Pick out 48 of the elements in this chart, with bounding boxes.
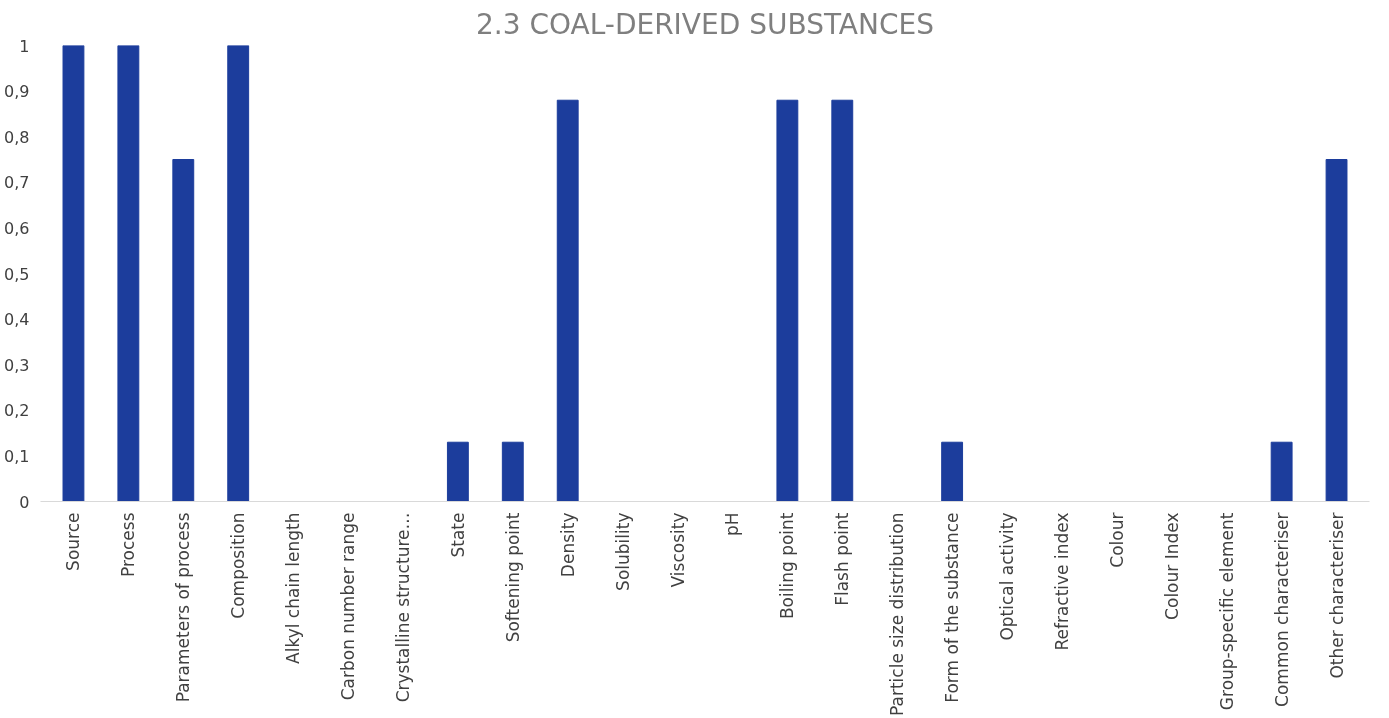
x-tick-label: Common characteriser <box>1271 512 1292 707</box>
y-tick-label: 0,1 <box>4 446 30 466</box>
x-tick-label: Process <box>118 512 139 577</box>
x-tick-label: Particle size distribution <box>887 512 908 716</box>
y-tick-label: 0,6 <box>4 218 30 238</box>
y-tick-label: 0,2 <box>4 401 30 421</box>
x-tick-label: Crystalline structure… <box>392 512 413 703</box>
bar <box>1270 441 1293 502</box>
x-tick-label: Alkyl chain length <box>283 512 304 664</box>
bar <box>501 441 524 502</box>
x-tick-label: Parameters of process <box>173 512 194 703</box>
x-tick-label: Composition <box>228 512 249 619</box>
bar <box>172 159 195 502</box>
x-tick-label: Colour Index <box>1161 512 1182 620</box>
y-tick-label: 0 <box>19 492 30 512</box>
x-tick-label: Density <box>557 512 578 578</box>
y-tick-label: 0,9 <box>4 82 30 102</box>
x-tick-label: Source <box>63 512 84 571</box>
bar <box>831 99 854 502</box>
x-tick-label: Boiling point <box>777 512 798 620</box>
bar <box>62 45 85 502</box>
y-tick-label: 0,5 <box>4 264 30 284</box>
chart-title: 2.3 COAL-DERIVED SUBSTANCES <box>476 7 934 41</box>
x-tick-label: Colour <box>1106 512 1127 568</box>
bar <box>446 441 469 502</box>
bar <box>556 99 579 502</box>
bar <box>227 45 250 502</box>
x-tick-label: Optical activity <box>997 512 1018 641</box>
x-tick-label: Flash point <box>832 512 853 606</box>
bar <box>941 441 964 502</box>
bar <box>117 45 140 502</box>
y-tick-label: 0,4 <box>4 310 30 330</box>
y-tick-label: 0,3 <box>4 355 30 375</box>
x-tick-label: Group-specific element <box>1216 512 1237 711</box>
x-tick-label: State <box>447 512 468 558</box>
y-tick-label: 0,8 <box>4 127 30 147</box>
bar <box>1325 159 1348 502</box>
x-tick-label: Other characteriser <box>1326 512 1347 679</box>
x-tick-label: Solubility <box>612 512 633 591</box>
x-tick-label: Softening point <box>502 512 523 643</box>
x-tick-label: pH <box>722 512 743 537</box>
x-tick-label: Form of the substance <box>942 512 963 703</box>
x-tick-label: Refractive index <box>1051 512 1072 651</box>
bar <box>776 99 799 502</box>
y-tick-label: 0,7 <box>4 173 30 193</box>
x-tick-label: Viscosity <box>667 512 688 588</box>
y-tick-label: 1 <box>19 36 30 56</box>
x-tick-label: Carbon number range <box>338 512 359 701</box>
